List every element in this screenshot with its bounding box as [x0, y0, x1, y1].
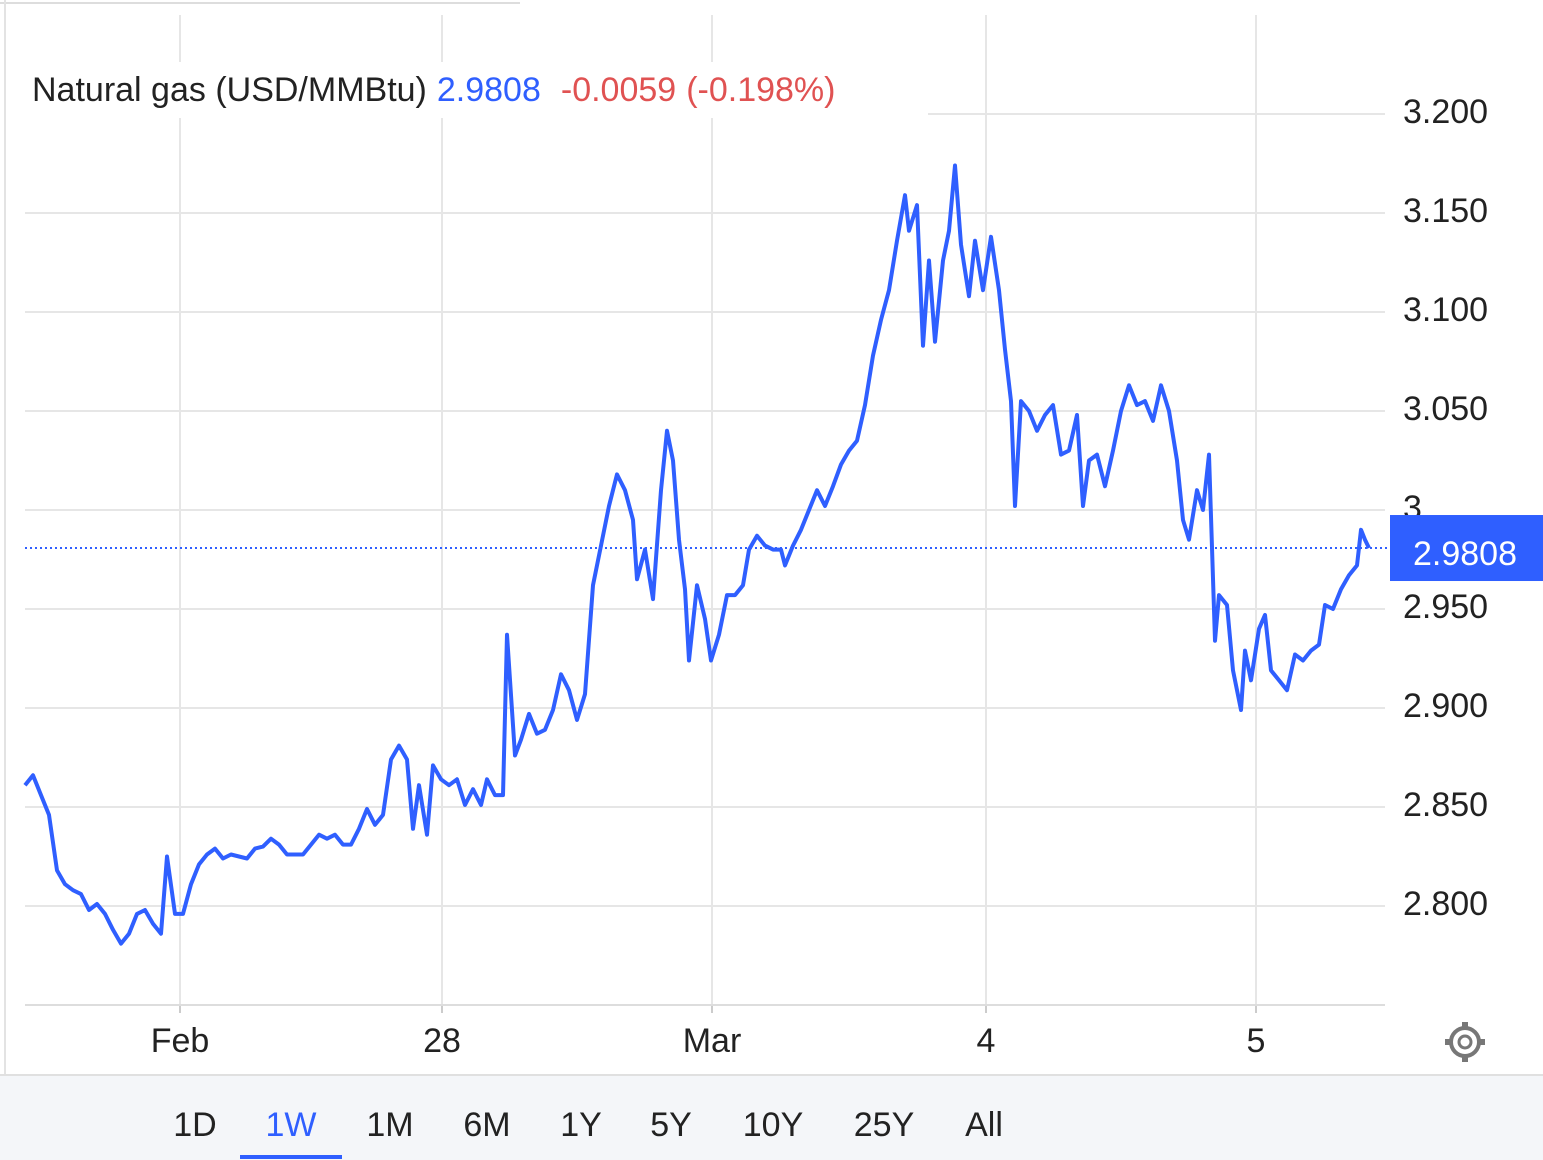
y-tick-label: 3.100 — [1403, 291, 1488, 329]
y-tick-label: 2.950 — [1403, 588, 1488, 626]
header: Natural gas (USD/MMBtu) 2.9808 -0.0059 (-0.… — [32, 71, 835, 109]
x-tick-label: 5 — [1247, 1022, 1266, 1060]
range-bar — [0, 1075, 1543, 1160]
x-tick-label: 4 — [977, 1022, 996, 1060]
range-active-underline — [240, 1155, 342, 1159]
y-tick-label: 2.850 — [1403, 786, 1488, 824]
range-button[interactable]: All — [965, 1106, 1003, 1144]
y-tick-label: 2.800 — [1403, 885, 1488, 923]
grid — [25, 15, 1385, 1013]
range-button[interactable]: 6M — [463, 1106, 510, 1144]
last-value: 2.9808 — [437, 71, 541, 109]
plot — [23, 163, 1390, 946]
last-price-label: 2.9808 — [1413, 535, 1517, 573]
range-button[interactable]: 1M — [366, 1106, 413, 1144]
range-button[interactable]: 1W — [266, 1106, 317, 1144]
x-tick-label: Feb — [151, 1022, 210, 1060]
chart-title: Natural gas (USD/MMBtu) — [32, 71, 427, 109]
y-tick-label: 3.150 — [1403, 192, 1488, 230]
x-tick-label: Mar — [683, 1022, 742, 1060]
range-button[interactable]: 25Y — [854, 1106, 915, 1144]
header-box — [25, 62, 928, 118]
gear-hub — [1457, 1034, 1473, 1050]
gear-teeth — [1445, 1022, 1485, 1062]
range-button[interactable]: 1D — [173, 1106, 216, 1144]
x-tick-label: 28 — [423, 1022, 461, 1060]
change: -0.0059 — [561, 71, 676, 109]
y-tick-label: 3.050 — [1403, 390, 1488, 428]
y-tick-label: 3.200 — [1403, 93, 1488, 131]
last-price-tag — [1390, 515, 1543, 582]
change-percent: (-0.198%) — [686, 71, 835, 109]
y-tick-label: 2.900 — [1403, 687, 1488, 725]
settings-icon[interactable] — [1445, 1022, 1485, 1062]
price-line — [23, 163, 1371, 946]
range-button[interactable]: 1Y — [560, 1106, 602, 1144]
gear-ring — [1449, 1026, 1481, 1058]
range-button[interactable]: 5Y — [650, 1106, 692, 1144]
range-button[interactable]: 10Y — [743, 1106, 804, 1144]
